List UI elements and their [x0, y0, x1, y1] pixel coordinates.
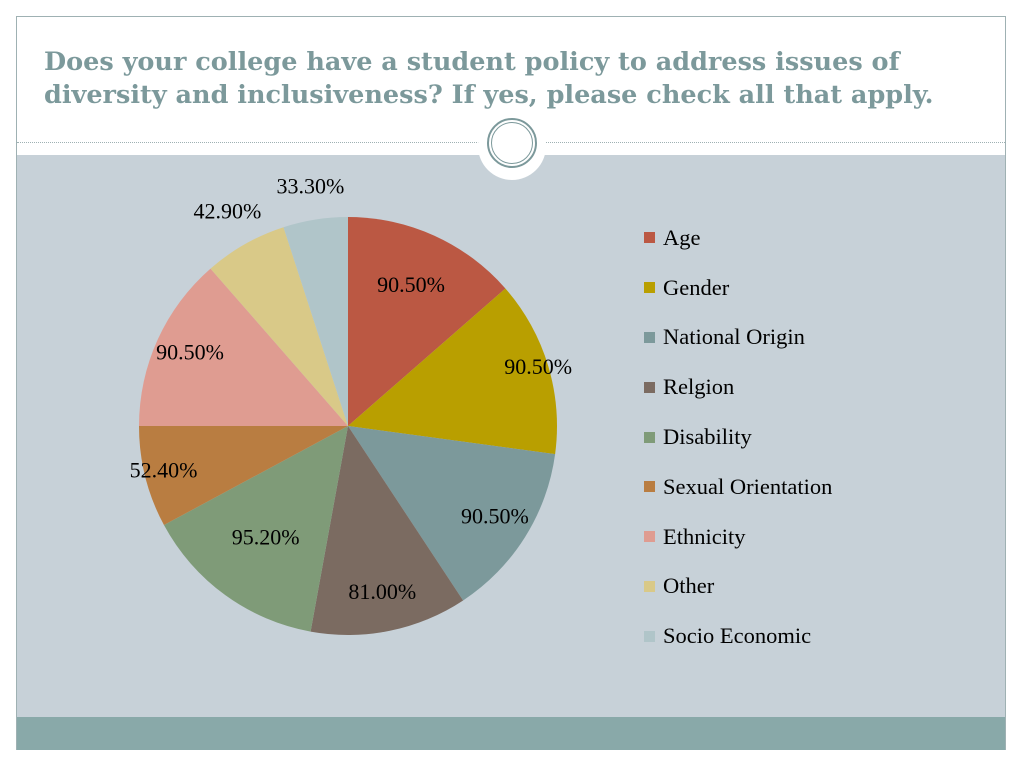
slide-title-line-2: diversity and inclusiveness? If yes, ple… [44, 80, 934, 110]
data-label-sexual-orientation: 52.40% [130, 458, 198, 483]
legend-item-sexual-orientation: Sexual Orientation [644, 462, 832, 512]
title-ornament-inner-ring [491, 122, 533, 164]
data-label-relgion: 81.00% [348, 579, 416, 604]
chart-legend: Age Gender National Origin Relgion Disabilit… [644, 213, 832, 661]
legend-label: Age [663, 224, 701, 250]
legend-item-socio-economic: Socio Economic [644, 611, 832, 661]
pie-slice-ethnicity [139, 268, 348, 426]
pie-slice-disability [163, 426, 348, 632]
legend-label: Ethnicity [663, 523, 746, 549]
legend-swatch [644, 331, 655, 343]
legend-label: National Origin [663, 324, 805, 350]
data-label-disability: 95.20% [232, 524, 300, 549]
legend-item-gender: Gender [644, 263, 832, 313]
legend-item-other: Other [644, 562, 832, 612]
legend-item-disability: Disability [644, 412, 832, 462]
legend-swatch [644, 431, 655, 443]
pie-slice-socio-economic [283, 216, 348, 426]
pie-slice-sexual-orientation [139, 426, 348, 526]
data-label-national-origin: 90.50% [461, 503, 529, 528]
pie-slice-gender [348, 288, 558, 455]
legend-label: Relgion [663, 374, 735, 400]
footer-bar [17, 717, 1005, 750]
legend-label: Sexual Orientation [663, 473, 833, 499]
legend-swatch [644, 282, 655, 294]
legend-swatch [644, 580, 655, 592]
legend-swatch [644, 531, 655, 543]
legend-swatch [644, 232, 655, 244]
pie-slice-relgion [310, 426, 464, 635]
legend-item-ethnicity: Ethnicity [644, 512, 832, 562]
pie-slice-age [348, 217, 506, 426]
legend-swatch [644, 381, 655, 393]
legend-item-age: Age [644, 213, 832, 263]
data-label-age: 90.50% [377, 272, 445, 297]
data-label-gender: 90.50% [504, 354, 572, 379]
legend-item-relgion: Relgion [644, 362, 832, 412]
legend-label: Socio Economic [663, 623, 812, 649]
legend-label: Gender [663, 274, 730, 300]
data-label-ethnicity: 90.50% [156, 339, 224, 364]
data-label-other: 42.90% [193, 198, 261, 223]
legend-item-national-origin: National Origin [644, 313, 832, 363]
legend-label: Other [663, 573, 715, 599]
slide-title-line-1: Does your college have a student policy … [44, 47, 900, 77]
pie-slice-national-origin [348, 426, 556, 601]
pie-slice-other [210, 227, 348, 426]
slide-title: Does your college have a student policy … [44, 46, 984, 112]
legend-swatch [644, 481, 655, 493]
data-label-socio-economic: 33.30% [276, 174, 344, 199]
legend-label: Disability [663, 424, 752, 450]
legend-swatch [644, 630, 655, 642]
